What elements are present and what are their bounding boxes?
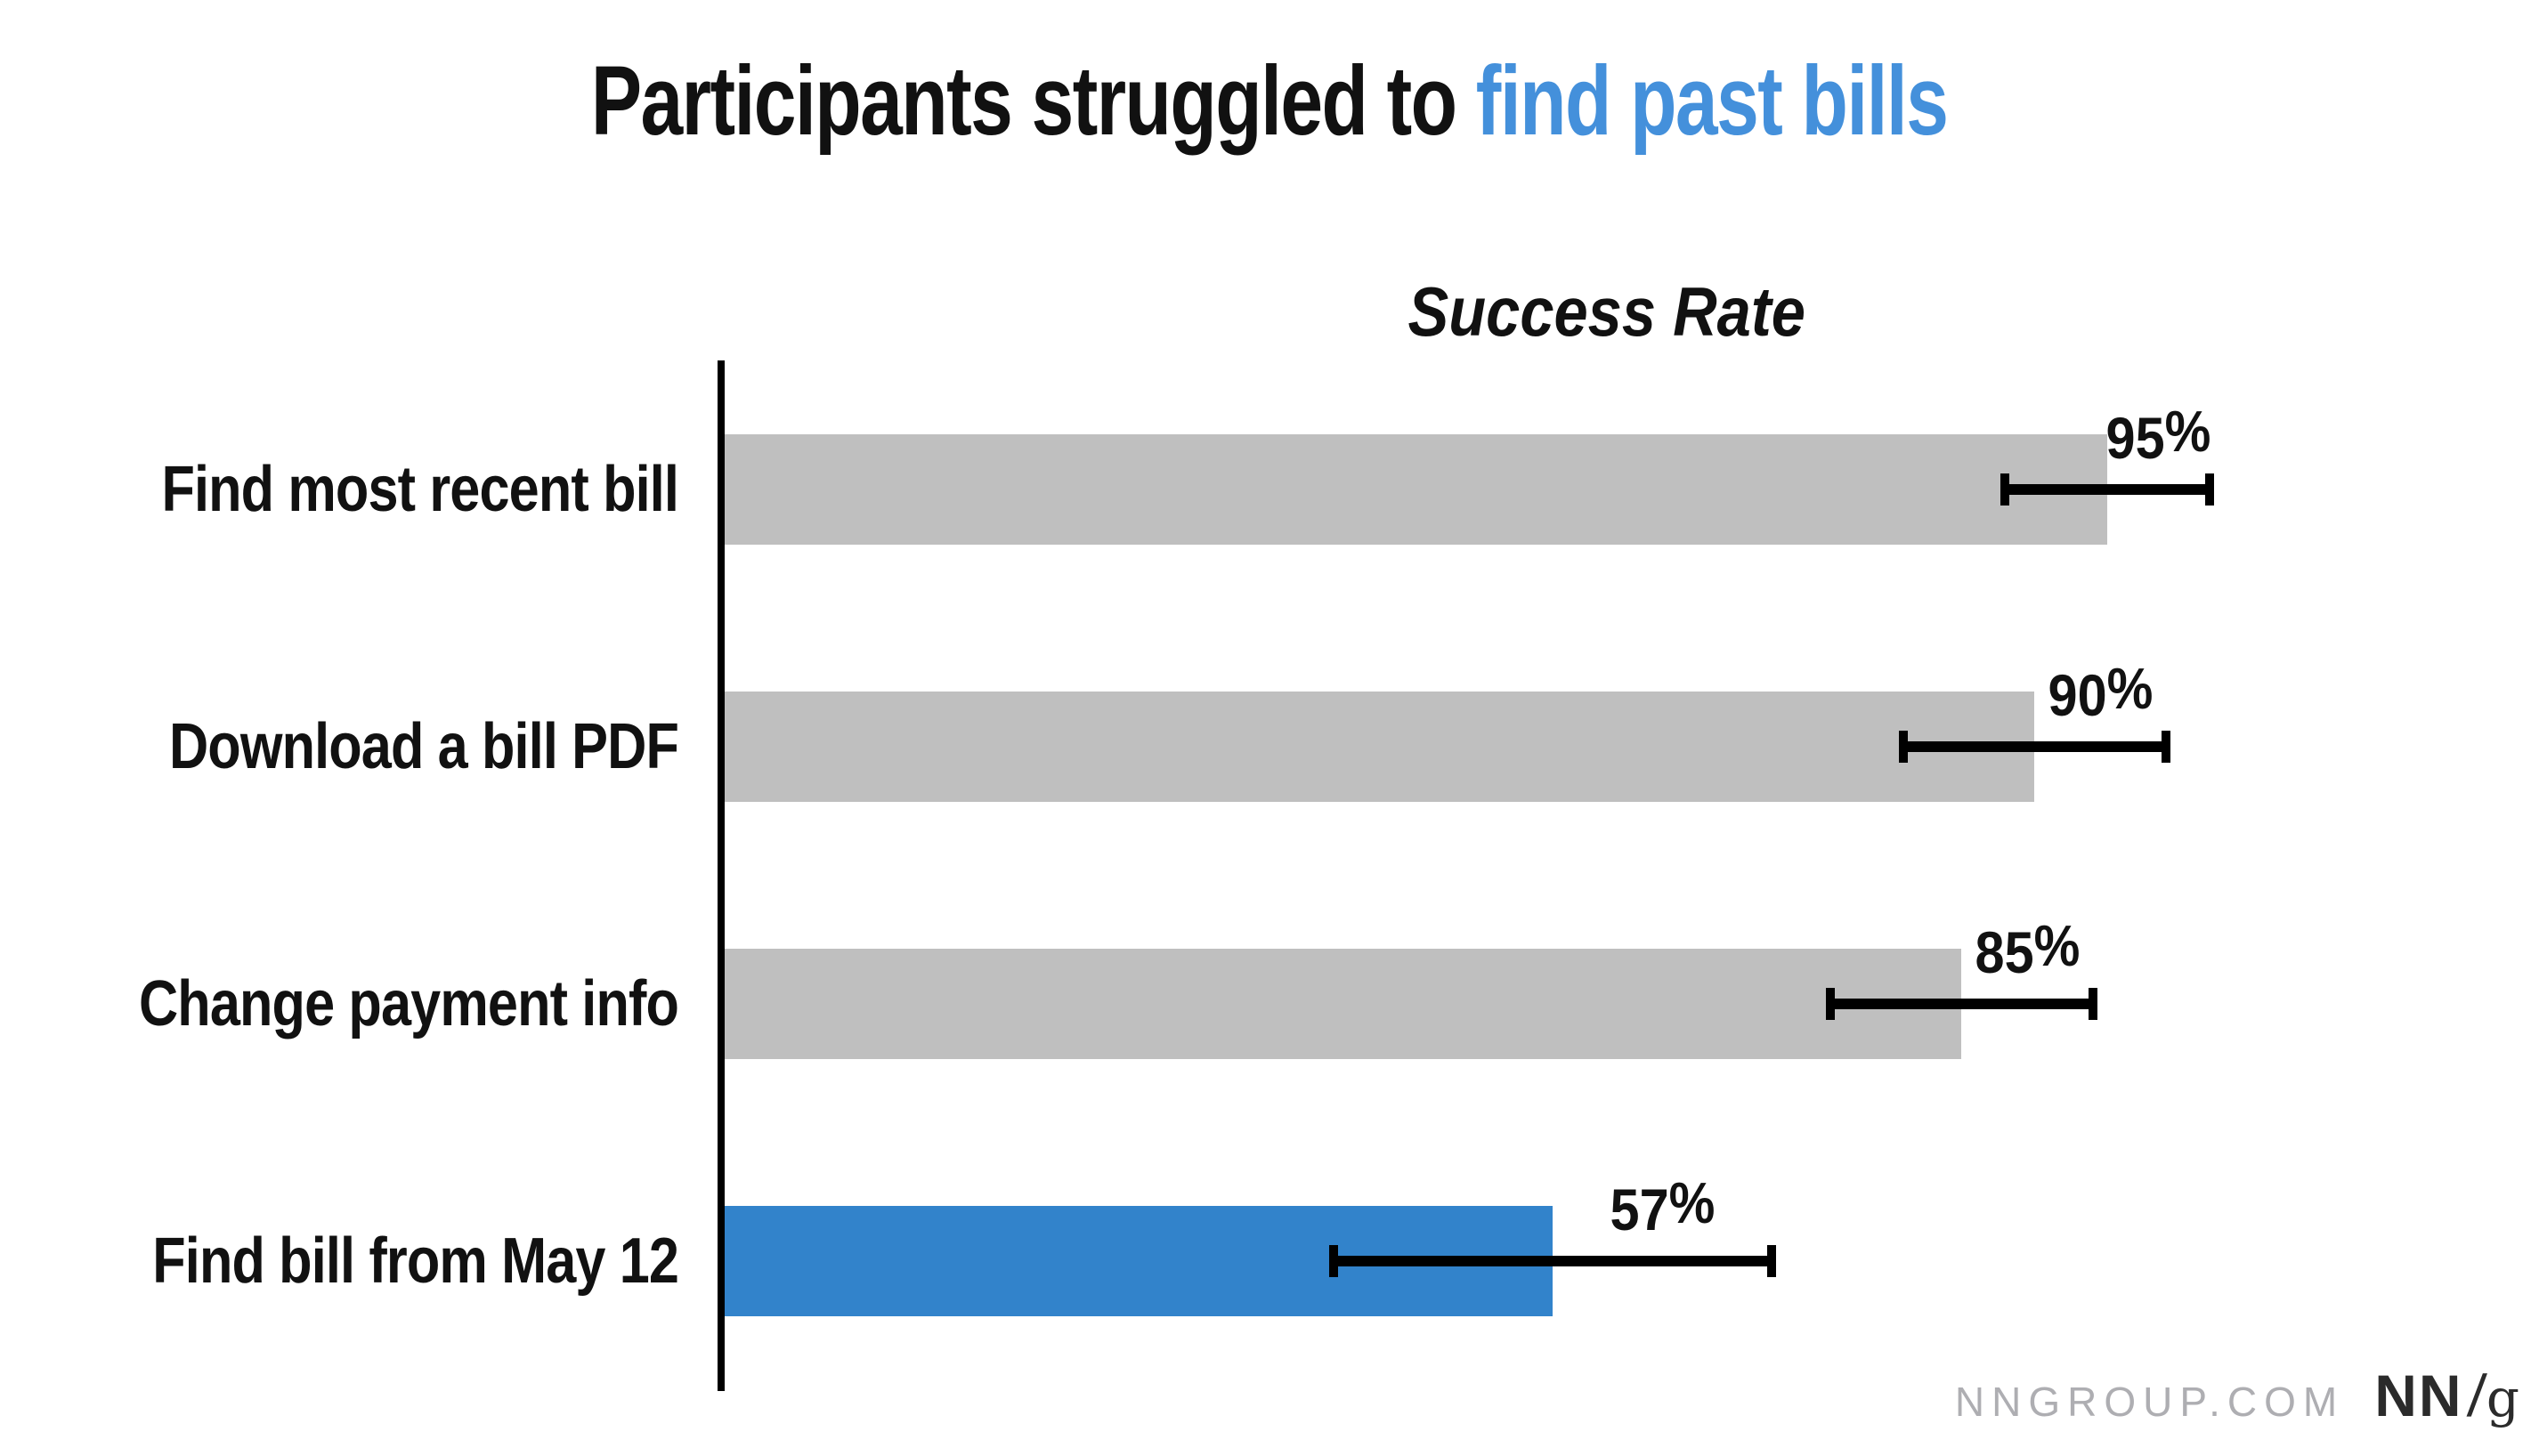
bar xyxy=(725,692,2034,802)
category-label-text: Change payment info xyxy=(138,968,679,1039)
error-bar-line xyxy=(1903,741,2166,752)
value-label: 95% xyxy=(2042,399,2274,469)
nng-logo: NN / g xyxy=(2374,1362,2519,1429)
value-label-number: 85 xyxy=(1975,918,2034,985)
category-label: Change payment info xyxy=(0,961,679,1047)
bar xyxy=(725,434,2107,545)
site-name: NNGROUP.COM xyxy=(1954,1379,2345,1425)
axis-title: Success Rate xyxy=(721,267,2493,356)
nng-logo-g: g xyxy=(2486,1368,2519,1428)
value-label: 90% xyxy=(1984,656,2216,726)
category-label: Find bill from May 12 xyxy=(0,1218,679,1304)
category-label: Find most recent bill xyxy=(0,447,678,532)
error-bar-tick-low xyxy=(2000,473,2009,506)
value-label: 85% xyxy=(1911,913,2143,983)
axis-title-text: Success Rate xyxy=(1407,272,1806,351)
value-label: 57% xyxy=(1546,1170,1778,1241)
error-bar-tick-high xyxy=(2162,731,2170,763)
error-bar-tick-low xyxy=(1329,1245,1338,1277)
value-label-number: 95 xyxy=(2105,404,2165,471)
error-bar-tick-high xyxy=(2089,988,2097,1020)
value-label-percent-sign: % xyxy=(1668,1170,1715,1235)
chart-title-accent: find past bills xyxy=(1476,46,1949,156)
value-label-percent-sign: % xyxy=(2033,913,2080,978)
value-label-number: 57 xyxy=(1610,1176,1669,1242)
error-bar-tick-low xyxy=(1899,731,1908,763)
category-label-text: Find bill from May 12 xyxy=(152,1225,679,1297)
chart-title-black: Participants struggled to xyxy=(591,46,1477,156)
error-bar-line xyxy=(2005,484,2209,495)
chart-title: Participants struggled to find past bill… xyxy=(0,48,2539,155)
value-label-number: 90 xyxy=(2048,661,2107,728)
value-label-percent-sign: % xyxy=(2106,656,2153,721)
nng-logo-slash: / xyxy=(2464,1363,2488,1428)
error-bar-tick-low xyxy=(1826,988,1835,1020)
category-label-text: Download a bill PDF xyxy=(168,711,679,782)
footer-branding: NNGROUP.COM NN / g xyxy=(1955,1362,2519,1442)
error-bar-tick-high xyxy=(2205,473,2214,506)
category-label: Download a bill PDF xyxy=(0,704,679,789)
y-axis-line xyxy=(718,360,725,1391)
value-label-percent-sign: % xyxy=(2164,399,2210,464)
category-label-text: Find most recent bill xyxy=(161,454,678,525)
bar xyxy=(725,949,1961,1059)
error-bar-line xyxy=(1334,1256,1772,1266)
error-bar-tick-high xyxy=(1767,1245,1776,1277)
nng-logo-nn: NN xyxy=(2374,1363,2463,1428)
error-bar-line xyxy=(1830,999,2093,1009)
